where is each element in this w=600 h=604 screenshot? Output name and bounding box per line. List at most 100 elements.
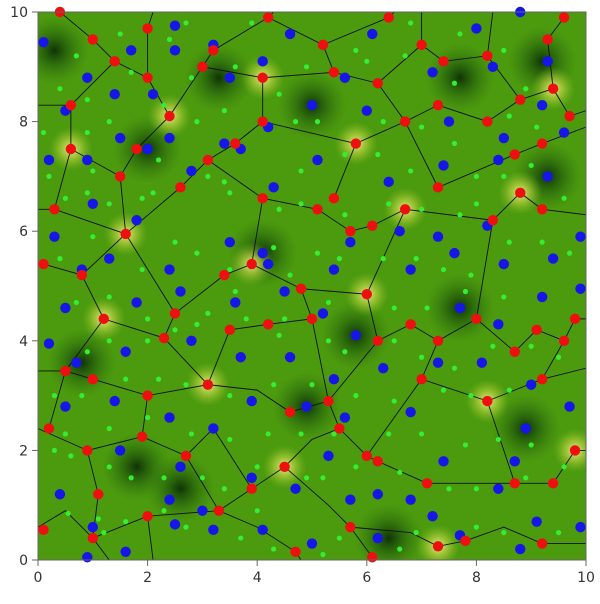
red-point-44 [98, 313, 109, 325]
blue-point-68 [49, 231, 60, 242]
green-point-136 [506, 113, 512, 119]
red-point-96 [416, 39, 427, 51]
y-tick-label-4: 8 [19, 115, 28, 131]
green-point-150 [117, 31, 123, 37]
blue-point-85 [383, 176, 394, 188]
x-tick-label-5: 10 [577, 570, 595, 586]
green-point-92 [380, 256, 386, 262]
blue-point-7 [372, 532, 383, 544]
green-point-55 [506, 387, 512, 393]
green-point-3 [161, 508, 167, 514]
green-point-102 [139, 195, 145, 201]
green-point-105 [276, 206, 282, 212]
red-point-20 [509, 478, 520, 489]
cell-boundary-4 [284, 466, 373, 558]
green-point-58 [145, 338, 151, 344]
blue-point-55 [454, 302, 466, 314]
cell-boundary-35 [520, 88, 586, 117]
green-point-57 [106, 338, 112, 344]
axes-layer: 0 2 4 6 8 10 0 2 4 6 8 10 [10, 5, 595, 586]
blue-point-12 [54, 489, 66, 500]
blue-point-62 [262, 258, 274, 270]
blue-point-24 [323, 450, 334, 462]
blue-point-54 [350, 330, 362, 341]
red-point-55 [345, 226, 356, 237]
red-point-80 [65, 99, 77, 111]
blue-point-3 [169, 519, 181, 530]
blue-point-101 [224, 72, 235, 83]
blue-point-60 [104, 253, 115, 264]
red-point-31 [536, 373, 548, 385]
red-point-91 [142, 23, 153, 34]
green-point-147 [451, 80, 458, 86]
red-point-12 [136, 431, 148, 442]
green-point-146 [402, 53, 408, 59]
green-point-4 [183, 524, 189, 530]
green-point-26 [473, 486, 479, 492]
green-point-45 [123, 376, 129, 382]
cell-boundary-0 [38, 510, 110, 560]
blue-point-91 [164, 132, 175, 144]
blue-point-103 [339, 72, 351, 83]
blue-point-84 [312, 154, 323, 166]
blue-point-105 [487, 61, 499, 72]
red-point-84 [257, 72, 268, 83]
red-point-85 [328, 67, 340, 78]
green-point-156 [457, 31, 463, 37]
red-point-95 [383, 12, 394, 23]
green-point-32 [145, 414, 151, 421]
x-tick-label-4: 8 [472, 570, 481, 586]
blue-point-49 [131, 297, 142, 308]
blue-point-29 [164, 412, 175, 423]
blue-point-18 [405, 494, 416, 505]
blue-point-10 [515, 543, 526, 555]
green-point-56 [84, 349, 90, 355]
green-point-115 [155, 157, 162, 163]
green-point-69 [556, 354, 562, 360]
blue-point-90 [115, 132, 126, 144]
red-point-42 [558, 335, 570, 346]
red-point-16 [334, 423, 345, 434]
red-point-88 [482, 50, 493, 62]
green-point-109 [419, 206, 425, 212]
blue-point-65 [449, 247, 460, 259]
red-point-43 [76, 269, 88, 281]
heat-peak-5 [553, 428, 586, 473]
red-point-94 [317, 39, 329, 51]
green-point-68 [528, 343, 534, 349]
blue-point-72 [257, 247, 268, 259]
blue-point-116 [169, 20, 181, 31]
green-point-116 [205, 173, 211, 179]
red-point-100 [558, 12, 570, 23]
green-point-82 [57, 256, 63, 262]
red-point-82 [142, 72, 153, 83]
green-point-106 [298, 201, 304, 207]
blue-point-5 [257, 524, 268, 536]
green-point-103 [150, 190, 156, 196]
green-point-148 [523, 86, 529, 92]
green-point-137 [534, 124, 540, 130]
cell-boundary-15 [207, 318, 313, 385]
x-tick-label-3: 6 [362, 570, 371, 586]
red-point-56 [367, 220, 378, 231]
green-point-21 [303, 475, 310, 481]
red-point-49 [531, 324, 542, 336]
green-point-87 [227, 266, 233, 273]
green-point-98 [566, 250, 573, 256]
red-point-90 [87, 34, 99, 45]
green-point-28 [561, 464, 567, 470]
blue-point-115 [38, 36, 49, 48]
green-point-11 [473, 524, 479, 530]
green-point-13 [556, 530, 562, 536]
blue-point-4 [208, 524, 219, 536]
green-point-48 [227, 393, 233, 399]
red-point-17 [361, 450, 372, 462]
red-point-92 [208, 45, 219, 56]
cell-boundary-44 [486, 12, 494, 56]
blue-point-42 [328, 373, 340, 385]
blue-point-79 [82, 154, 93, 166]
green-point-46 [155, 376, 162, 382]
red-point-65 [312, 204, 323, 215]
y-tick-label-3: 6 [19, 224, 28, 240]
cell-boundary-11 [48, 370, 148, 429]
